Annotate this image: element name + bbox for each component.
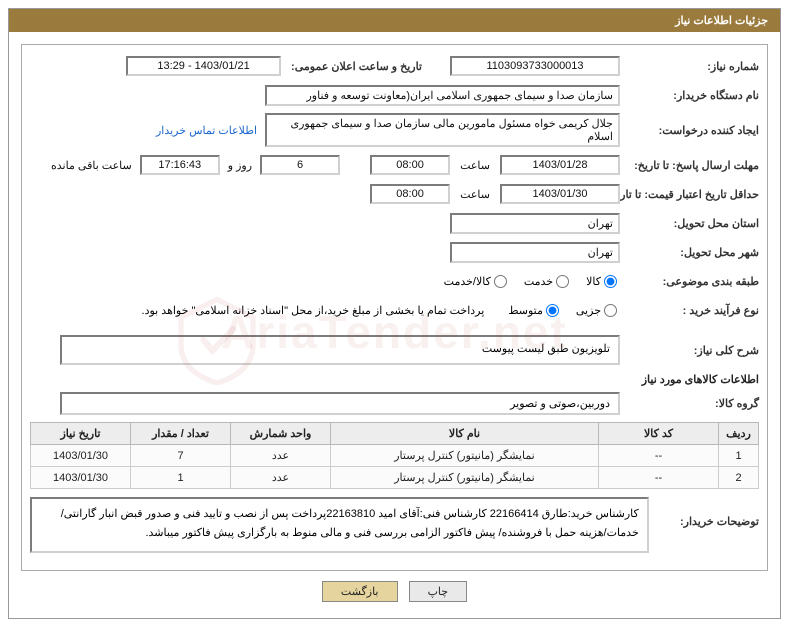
summary-label: شرح کلی نیاز: [624,344,759,357]
process-radio-medium[interactable] [546,304,559,317]
proc2-label: متوسط [508,304,543,317]
row-group: گروه کالا: دوربین،صوتی و تصویر [30,392,759,415]
panel-title: جزئیات اطلاعات نیاز [9,9,780,32]
table-cell: -- [599,467,719,489]
table-cell: 1 [719,445,759,467]
goods-table: ردیفکد کالانام کالاواحد شمارشتعداد / مقد… [30,422,759,489]
row-min-valid: حداقل تاریخ اعتبار قیمت: تا تاریخ: 1403/… [30,183,759,205]
buyer-notes-value: کارشناس خرید:طارق 22166414 کارشناس فنی:آ… [30,497,649,553]
category-radio-both[interactable] [494,275,507,288]
table-cell: 2 [719,467,759,489]
days-and-label: روز و [228,159,252,172]
cat1-label: کالا [586,275,601,288]
cat3-label: کالا/خدمت [444,275,491,288]
announce-value: 1403/01/21 - 13:29 [126,56,281,76]
row-requester: ایجاد کننده درخواست: جلال کریمی خواه مسئ… [30,113,759,147]
category-radio-service[interactable] [556,275,569,288]
table-cell: 1403/01/30 [31,467,131,489]
row-deadline: مهلت ارسال پاسخ: تا تاریخ: 1403/01/28 سا… [30,154,759,176]
table-header: واحد شمارش [231,423,331,445]
row-city: شهر محل تحویل: تهران [30,241,759,263]
requester-value: جلال کریمی خواه مسئول مامورین مالی سازما… [265,113,620,147]
table-header: ردیف [719,423,759,445]
table-cell: عدد [231,445,331,467]
group-value: دوربین،صوتی و تصویر [60,392,620,415]
table-cell: -- [599,445,719,467]
buyer-org-label: نام دستگاه خریدار: [624,89,759,102]
goods-header: اطلاعات کالاهای مورد نیاز [30,373,759,386]
group-label: گروه کالا: [624,397,759,410]
table-row: 1--نمایشگر (مانیتور) کنترل پرستارعدد7140… [31,445,759,467]
requester-label: ایجاد کننده درخواست: [624,124,759,137]
category-label: طبقه بندی موضوعی: [624,275,759,288]
city-value: تهران [450,242,620,263]
deadline-label: مهلت ارسال پاسخ: تا تاریخ: [624,159,759,172]
buyer-org-value: سازمان صدا و سیمای جمهوری اسلامی ایران(م… [265,85,620,106]
table-header: تعداد / مقدار [131,423,231,445]
cat2-label: خدمت [524,275,553,288]
time-label-1: ساعت [460,159,490,172]
row-need-no: شماره نیاز: 1103093733000013 تاریخ و ساع… [30,55,759,77]
city-label: شهر محل تحویل: [624,246,759,259]
panel-body: AriaTender.net شماره نیاز: 1103093733000… [9,32,780,618]
table-header: کد کالا [599,423,719,445]
contact-link[interactable]: اطلاعات تماس خریدار [156,124,257,137]
table-cell: نمایشگر (مانیتور) کنترل پرستار [331,445,599,467]
min-valid-time: 08:00 [370,184,450,204]
min-valid-label: حداقل تاریخ اعتبار قیمت: تا تاریخ: [624,188,759,201]
table-cell: 1 [131,467,231,489]
row-category: طبقه بندی موضوعی: کالا خدمت کالا/خدمت [30,270,759,292]
time-left: 17:16:43 [140,155,220,175]
table-cell: 1403/01/30 [31,445,131,467]
print-button[interactable]: چاپ [409,581,468,602]
table-cell: نمایشگر (مانیتور) کنترل پرستار [331,467,599,489]
payment-note: پرداخت تمام یا بخشی از مبلغ خرید،از محل … [142,304,485,317]
row-buyer-notes: توضیحات خریدار: کارشناس خرید:طارق 221664… [30,497,759,553]
announce-label: تاریخ و ساعت اعلان عمومی: [291,60,422,73]
back-button[interactable]: بازگشت [322,581,398,602]
deadline-time: 08:00 [370,155,450,175]
deadline-date: 1403/01/28 [500,155,620,175]
min-valid-date: 1403/01/30 [500,184,620,204]
province-value: تهران [450,213,620,234]
proc1-label: جزیی [576,304,601,317]
row-process: نوع فرآیند خرید : جزیی متوسط پرداخت تمام… [30,299,759,321]
table-header: تاریخ نیاز [31,423,131,445]
row-province: استان محل تحویل: تهران [30,212,759,234]
process-radio-minor[interactable] [604,304,617,317]
province-label: استان محل تحویل: [624,217,759,230]
table-header: نام کالا [331,423,599,445]
table-cell: عدد [231,467,331,489]
time-left-label: ساعت باقی مانده [51,159,132,172]
need-no-value: 1103093733000013 [450,56,620,76]
days-left: 6 [260,155,340,175]
process-label: نوع فرآیند خرید : [624,304,759,317]
buyer-notes-label: توضیحات خریدار: [653,497,759,528]
time-label-2: ساعت [460,188,490,201]
need-no-label: شماره نیاز: [624,60,759,73]
inner-frame: AriaTender.net شماره نیاز: 1103093733000… [21,44,768,571]
summary-value: تلویزیون طبق لیست پیوست [60,335,620,365]
button-bar: چاپ بازگشت [21,581,768,602]
row-summary: شرح کلی نیاز: تلویزیون طبق لیست پیوست [30,335,759,365]
details-panel: جزئیات اطلاعات نیاز AriaTender.net شماره… [8,8,781,619]
category-radio-goods[interactable] [604,275,617,288]
table-row: 2--نمایشگر (مانیتور) کنترل پرستارعدد1140… [31,467,759,489]
row-buyer-org: نام دستگاه خریدار: سازمان صدا و سیمای جم… [30,84,759,106]
table-cell: 7 [131,445,231,467]
